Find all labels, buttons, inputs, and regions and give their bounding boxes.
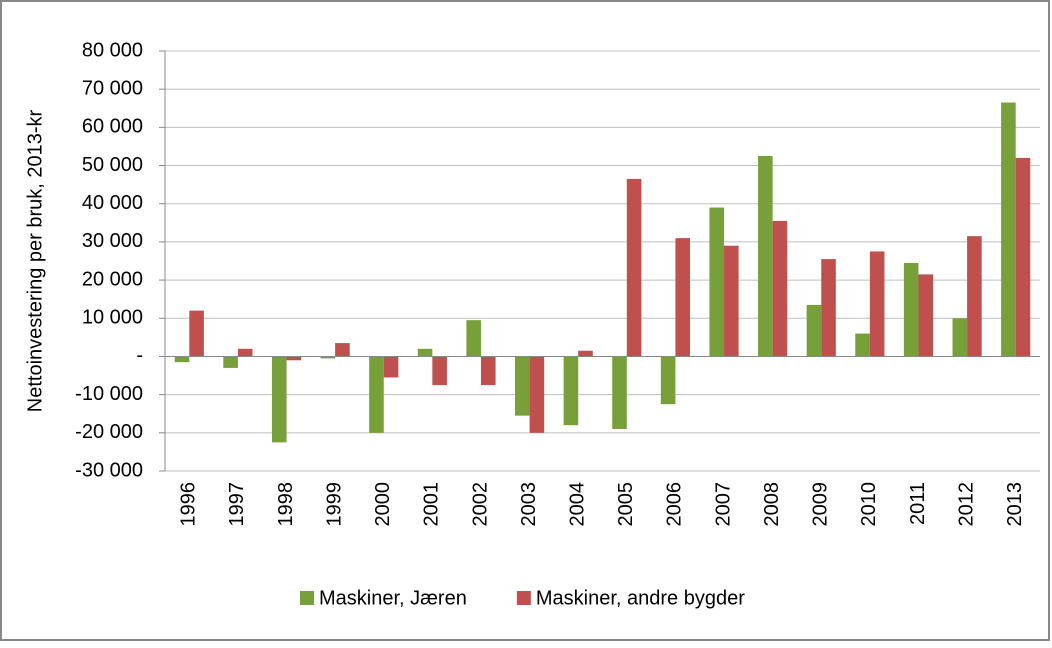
bar [271, 356, 287, 443]
x-tick-label: 2000 [372, 482, 394, 527]
y-tick-label: 80 000 [82, 39, 143, 61]
x-tick-label: 1996 [178, 482, 200, 527]
bar [821, 259, 836, 357]
x-tick-label: 2004 [566, 482, 588, 527]
bar [660, 356, 676, 405]
bar [223, 356, 238, 368]
bar [709, 207, 725, 357]
bar [806, 304, 822, 357]
x-tick-label: 2010 [858, 482, 880, 527]
bar [1001, 102, 1016, 357]
legend-swatch [300, 591, 314, 605]
bar [1015, 157, 1031, 357]
x-tick-label: 2013 [1004, 482, 1026, 527]
legend-swatch [516, 591, 531, 605]
x-tick-label: 1997 [226, 482, 248, 527]
bar [515, 356, 530, 416]
x-tick-label: 2009 [810, 482, 832, 527]
x-tick-label: 1999 [323, 482, 345, 527]
y-tick-label: 40 000 [82, 192, 143, 214]
x-tick-label: 2007 [712, 482, 734, 527]
bar [675, 238, 690, 357]
y-tick-label: 60 000 [82, 116, 143, 138]
bar [758, 156, 773, 357]
bar [626, 178, 642, 357]
y-tick-label: -10 000 [75, 383, 143, 405]
x-tick-label: 2008 [761, 482, 783, 527]
x-tick-label: 2011 [907, 482, 929, 525]
y-axis-label: Nettoinvestering per bruk, 2013-kr [24, 109, 46, 412]
x-tick-label: 2005 [615, 482, 637, 527]
y-tick-label: 20 000 [82, 268, 143, 290]
bar [417, 348, 433, 357]
bar [869, 251, 885, 357]
x-tick-label: 1998 [275, 482, 297, 527]
x-tick-label: 2001 [421, 482, 443, 527]
bar [174, 356, 190, 363]
bar [563, 356, 579, 426]
x-tick-label: 2002 [469, 482, 491, 527]
bar [286, 356, 302, 361]
y-tick-label: 10 000 [82, 307, 143, 329]
bar [724, 245, 739, 357]
bar [967, 236, 982, 357]
y-tick-label: - [136, 345, 143, 367]
x-tick-label: 2012 [955, 482, 977, 527]
bar [383, 356, 399, 378]
bar [189, 310, 204, 357]
bar [903, 262, 919, 357]
bar [432, 356, 447, 386]
bar [466, 320, 481, 357]
bar [918, 274, 934, 357]
bar [612, 356, 627, 429]
y-tick-label: -20 000 [75, 421, 143, 443]
legend-label: Maskiner, andre bygder [536, 587, 745, 609]
bar [320, 356, 336, 359]
x-tick-label: 2006 [664, 482, 686, 527]
x-tick-label: 2003 [518, 482, 540, 527]
bar [529, 356, 545, 433]
y-tick-label: 70 000 [82, 77, 143, 99]
bar [578, 350, 593, 357]
y-tick-label: -30 000 [75, 459, 143, 481]
bar [480, 356, 496, 386]
y-tick-label: 50 000 [82, 154, 143, 176]
y-tick-label: 30 000 [82, 230, 143, 252]
bar [952, 318, 968, 357]
bar [335, 343, 350, 357]
bar [772, 220, 788, 357]
bar [855, 333, 870, 357]
bar [237, 348, 253, 357]
legend-label: Maskiner, Jæren [319, 587, 467, 609]
bar [369, 356, 384, 433]
